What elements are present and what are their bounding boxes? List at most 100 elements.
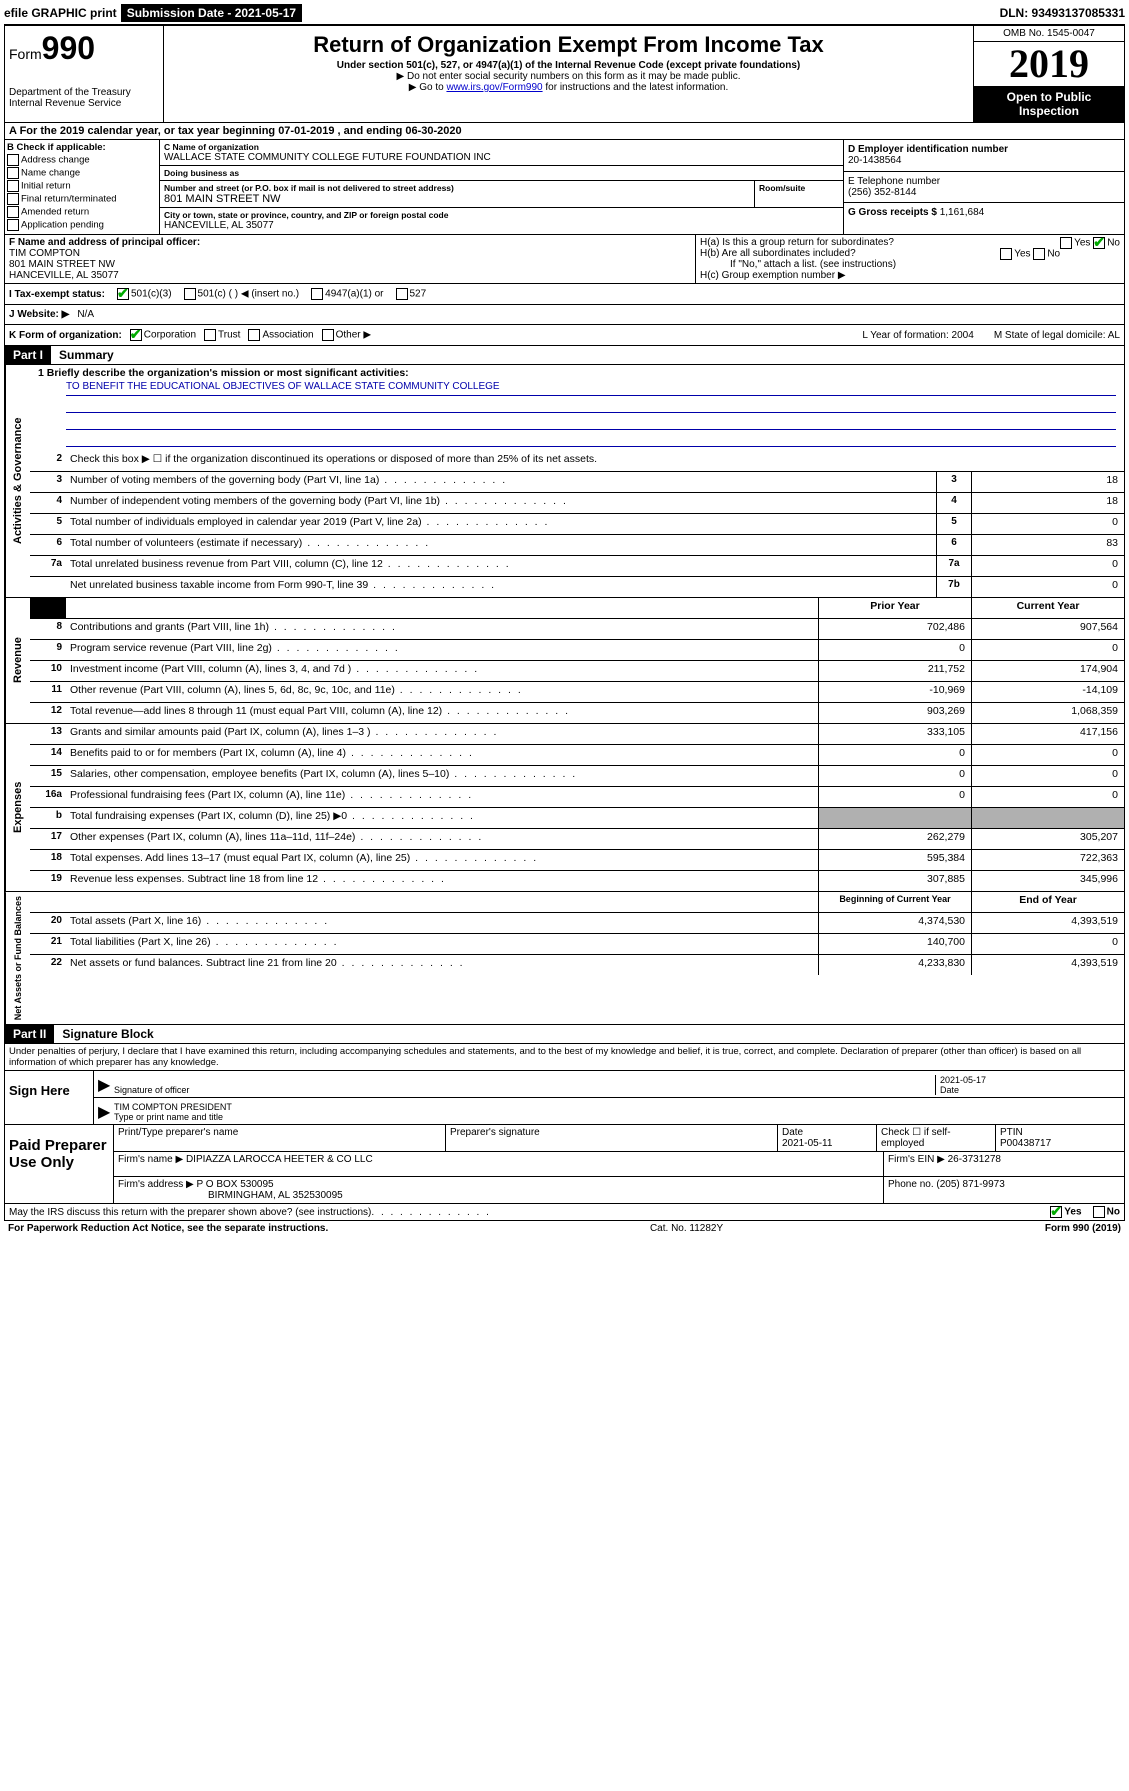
note-pre: ▶ Go to [409, 82, 447, 93]
hc-label: H(c) Group exemption number ▶ [700, 270, 1120, 281]
tax-exempt-label: I Tax-exempt status: [9, 289, 105, 300]
check-4947[interactable]: 4947(a)(1) or [311, 288, 383, 300]
ein-value: 20-1438564 [848, 155, 1120, 166]
table-row: b Total fundraising expenses (Part IX, c… [30, 808, 1124, 829]
top-bar: efile GRAPHIC print Submission Date - 20… [4, 4, 1125, 26]
discuss-label: May the IRS discuss this return with the… [9, 1207, 371, 1218]
governance-section: Activities & Governance 1 Briefly descri… [4, 365, 1125, 598]
ha-label: H(a) Is this a group return for subordin… [700, 237, 894, 248]
part1-header-row: Part I Summary [4, 346, 1125, 365]
ptin-label: PTIN [1000, 1127, 1023, 1138]
table-row: 16a Professional fundraising fees (Part … [30, 787, 1124, 808]
check-501c3[interactable]: 501(c)(3) [117, 288, 172, 300]
table-row: 6 Total number of volunteers (estimate i… [30, 535, 1124, 556]
box-c: C Name of organization WALLACE STATE COM… [160, 140, 844, 234]
open-public-badge: Open to Public Inspection [974, 86, 1124, 122]
submission-date-button[interactable]: Submission Date - 2021-05-17 [121, 4, 302, 22]
check-application-pending[interactable]: Application pending [7, 219, 157, 231]
prep-self-employed[interactable]: Check ☐ if self-employed [877, 1125, 996, 1151]
sig-officer-label: Signature of officer [114, 1085, 189, 1095]
check-527[interactable]: 527 [396, 288, 427, 300]
table-row: Net unrelated business taxable income fr… [30, 577, 1124, 597]
officer-label: F Name and address of principal officer: [9, 237, 200, 248]
website-row: J Website: ▶ N/A [4, 305, 1125, 325]
form-number: Form990 [9, 30, 159, 67]
table-row: 21 Total liabilities (Part X, line 26) 1… [30, 934, 1124, 955]
table-row: 10 Investment income (Part VIII, column … [30, 661, 1124, 682]
perjury-text: Under penalties of perjury, I declare th… [5, 1044, 1124, 1070]
firm-phone-label: Phone no. [888, 1179, 934, 1190]
part2-title: Signature Block [54, 1025, 161, 1043]
officer-typed-name: TIM COMPTON PRESIDENT [114, 1102, 1120, 1112]
check-name-change[interactable]: Name change [7, 167, 157, 179]
no-label: No [1107, 1207, 1120, 1218]
check-amended-return[interactable]: Amended return [7, 206, 157, 218]
yes-label: Yes [1064, 1207, 1081, 1218]
table-row: 19 Revenue less expenses. Subtract line … [30, 871, 1124, 891]
table-row: 12 Total revenue—add lines 8 through 11 … [30, 703, 1124, 723]
paid-preparer-label: Paid Preparer Use Only [5, 1125, 114, 1203]
arrow-icon: ▶ [98, 1102, 114, 1122]
irs-link[interactable]: www.irs.gov/Form990 [446, 82, 542, 93]
officer-name: TIM COMPTON [9, 248, 80, 259]
check-other[interactable]: Other ▶ [322, 329, 371, 341]
mission-label: 1 Briefly describe the organization's mi… [38, 367, 409, 379]
discuss-yes-check[interactable] [1050, 1206, 1062, 1218]
officer-typed-label: Type or print name and title [114, 1112, 223, 1122]
firm-addr: P O BOX 530095 [197, 1179, 274, 1190]
section-a-taxyear: A For the 2019 calendar year, or tax yea… [4, 123, 1125, 140]
check-address-change[interactable]: Address change [7, 154, 157, 166]
officer-group-row: F Name and address of principal officer:… [4, 235, 1125, 284]
arrow-icon: ▶ [98, 1075, 114, 1095]
table-row: 9 Program service revenue (Part VIII, li… [30, 640, 1124, 661]
check-corporation[interactable]: Corporation [130, 329, 196, 341]
room-label: Room/suite [759, 183, 839, 193]
tax-exempt-row: I Tax-exempt status: 501(c)(3) 501(c) ( … [4, 284, 1125, 305]
begin-year-hdr: Beginning of Current Year [818, 892, 971, 912]
firm-addr-label: Firm's address ▶ [118, 1179, 194, 1190]
form-subtitle: Under section 501(c), 527, or 4947(a)(1)… [168, 60, 969, 71]
dba-label: Doing business as [164, 168, 839, 178]
table-row: 7a Total unrelated business revenue from… [30, 556, 1124, 577]
prep-date: 2021-05-11 [782, 1138, 832, 1149]
ein-label: D Employer identification number [848, 144, 1120, 155]
year-formation: L Year of formation: 2004 [862, 330, 973, 341]
sig-date: 2021-05-17 [940, 1075, 1120, 1085]
dept-treasury: Department of the Treasury Internal Reve… [9, 87, 159, 109]
form-prefix: Form [9, 46, 42, 62]
firm-name-label: Firm's name ▶ [118, 1154, 183, 1165]
k-label: K Form of organization: [9, 330, 122, 341]
city-value: HANCEVILLE, AL 35077 [164, 220, 839, 231]
expenses-vlabel: Expenses [5, 724, 30, 891]
check-final-return[interactable]: Final return/terminated [7, 193, 157, 205]
org-info-row: B Check if applicable: Address change Na… [4, 140, 1125, 235]
tax-year: 2019 [974, 42, 1124, 86]
addr-label: Number and street (or P.O. box if mail i… [164, 183, 750, 193]
part1-badge: Part I [5, 346, 51, 364]
signature-block: Under penalties of perjury, I declare th… [4, 1044, 1125, 1204]
netassets-section: Net Assets or Fund Balances Beginning of… [4, 892, 1125, 1025]
form-org-row: K Form of organization: Corporation Trus… [4, 325, 1125, 346]
prep-name-label: Print/Type preparer's name [118, 1127, 238, 1138]
gross-receipts-label: G Gross receipts $ [848, 207, 937, 218]
website-label: J Website: ▶ [9, 309, 69, 320]
check-association[interactable]: Association [248, 329, 313, 341]
table-row: 17 Other expenses (Part IX, column (A), … [30, 829, 1124, 850]
website-value: N/A [77, 309, 94, 320]
check-501c[interactable]: 501(c) ( ) ◀ (insert no.) [184, 288, 300, 300]
firm-ein: 26-3731278 [948, 1154, 1001, 1165]
table-row: 8 Contributions and grants (Part VIII, l… [30, 619, 1124, 640]
hb-note: If "No," attach a list. (see instruction… [700, 259, 1120, 270]
gross-receipts-value: 1,161,684 [940, 207, 985, 218]
mission-lines: TO BENEFIT THE EDUCATIONAL OBJECTIVES OF… [30, 379, 1124, 451]
check-trust[interactable]: Trust [204, 329, 240, 341]
check-initial-return[interactable]: Initial return [7, 180, 157, 192]
officer-addr2: HANCEVILLE, AL 35077 [9, 270, 119, 281]
table-row: 3 Number of voting members of the govern… [30, 472, 1124, 493]
current-year-hdr: Current Year [971, 598, 1124, 618]
prep-sig-label: Preparer's signature [450, 1127, 540, 1138]
note-link: ▶ Go to www.irs.gov/Form990 for instruct… [168, 82, 969, 93]
discuss-no-check[interactable] [1093, 1206, 1105, 1218]
prior-year-hdr: Prior Year [818, 598, 971, 618]
phone-label: E Telephone number [848, 176, 1120, 187]
